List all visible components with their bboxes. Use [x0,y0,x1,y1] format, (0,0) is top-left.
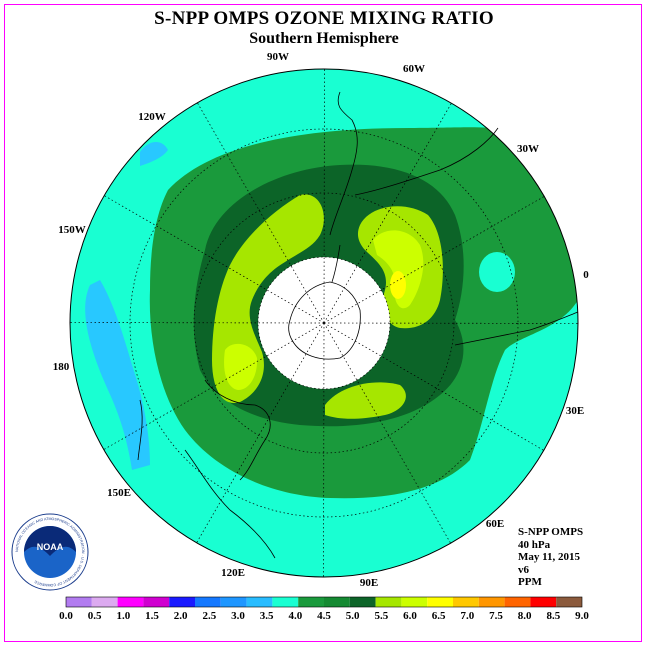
colorbar-tick-label: 7.5 [489,610,503,622]
contour-3-5-west [85,280,150,470]
info-units: PPM [518,576,542,588]
colorbar-tick-label: 3.0 [231,610,245,622]
colorbar-tick-label: 8.0 [518,610,532,622]
antarctica-coast [288,281,361,360]
colorbar-tick-label: 4.0 [288,610,302,622]
contour-6-0-east [373,230,424,309]
noaa-logo: NOAA NATIONAL OCEANIC AND ATMOSPHERIC AD… [11,513,89,591]
colorbar-tick-label: 0.5 [88,610,102,622]
colorbar-swatch [91,597,118,607]
latitude-circle-outer [129,128,519,518]
colorbar-swatch [478,597,505,607]
lon-label-150w: 150W [58,224,86,236]
contour-6-0-west [224,343,258,390]
info-version: v6 [518,563,529,576]
australia-west [184,449,276,559]
lon-label-120w: 120W [138,111,166,123]
figure-frame [4,4,642,642]
colorbar-tick-label: 0.0 [59,610,73,622]
south-america-east [354,127,499,196]
latitude-circle-inner [257,256,391,390]
info-date: May 11, 2015 [518,551,581,563]
coastlines [137,91,579,559]
colorbar-swatch [401,597,428,607]
colorbar-tick-label: 7.0 [460,610,474,622]
contour-5-5-south [325,382,406,419]
colorbar-tick-label: 6.0 [403,610,417,622]
colorbar-tick-label: 4.5 [317,610,331,622]
colorbar-swatch [349,597,376,607]
lon-label-90w: 90W [267,51,289,63]
colorbar-swatch [504,597,531,607]
colorbar-swatch [169,597,195,607]
lon-label-60e: 60E [486,518,504,530]
colorbar-swatch [117,597,144,607]
map-subtitle: Southern Hemisphere [249,30,399,47]
latitude-circle-mid [193,192,455,454]
antarctic-peninsula [331,244,341,283]
map-boundary [69,68,579,578]
colorbar-swatch [195,597,221,607]
noaa-logo-bird [24,526,76,556]
colorbar: 0.0 0.5 1.0 1.5 2.0 2.5 3.0 3.5 4.0 4.5 5.0 5.5 6.0 6… [59,596,589,622]
lon-label-120e: 120E [221,567,245,579]
colorbar-swatch [556,597,582,607]
lon-label-180: 180 [53,361,70,373]
contour-3-5-north [140,141,168,166]
colorbar-swatch [246,597,273,607]
colorbar-swatch [453,597,479,607]
lon-label-150e: 150E [107,487,131,499]
colorbar-tick-label: 5.0 [346,610,360,622]
colorbar-tick-label: 1.0 [116,610,130,622]
south-america-west [329,91,358,236]
info-block: S-NPP OMPS 40 hPa May 11, 2015 v6 PPM [518,526,583,589]
colorbar-tick-label: 8.5 [546,610,560,622]
new-zealand [137,399,143,461]
info-instrument: S-NPP OMPS [518,526,584,538]
lon-label-90e: 90E [360,577,378,589]
colorbar-swatch [143,597,170,607]
contour-4-0-island [479,252,515,292]
lon-label-30e: 30E [566,405,584,417]
lon-label-30w: 30W [517,143,539,155]
colorbar-swatch [66,597,92,607]
colorbar-swatch [220,597,247,607]
colorbar-swatch [530,597,557,607]
colorbar-tick-label: 9.0 [575,610,589,622]
colorbar-tick-label: 1.5 [145,610,159,622]
colorbar-tick-label: 2.5 [202,610,216,622]
colorbar-swatch [375,597,402,607]
africa-coast [454,311,579,346]
colorbar-swatch [427,597,453,607]
colorbar-swatch [272,597,299,607]
noaa-logo-text: NOAA [37,542,64,552]
colorbar-tick-label: 2.0 [174,610,188,622]
colorbar-outline [65,596,583,608]
colorbar-swatch [324,597,350,607]
colorbar-tick-label: 6.5 [432,610,446,622]
lon-label-60w: 60W [403,63,425,75]
colorbar-tick-label: 5.5 [374,610,388,622]
lon-label-0: 0 [583,269,589,281]
australia-south [204,379,271,481]
colorbar-tick-label: 3.5 [260,610,274,622]
map-title: S-NPP OMPS OZONE MIXING RATIO [154,8,494,29]
graticule [69,68,579,578]
colorbar-swatch [298,597,324,607]
contour-6-5 [390,271,406,299]
info-pressure: 40 hPa [518,538,551,551]
